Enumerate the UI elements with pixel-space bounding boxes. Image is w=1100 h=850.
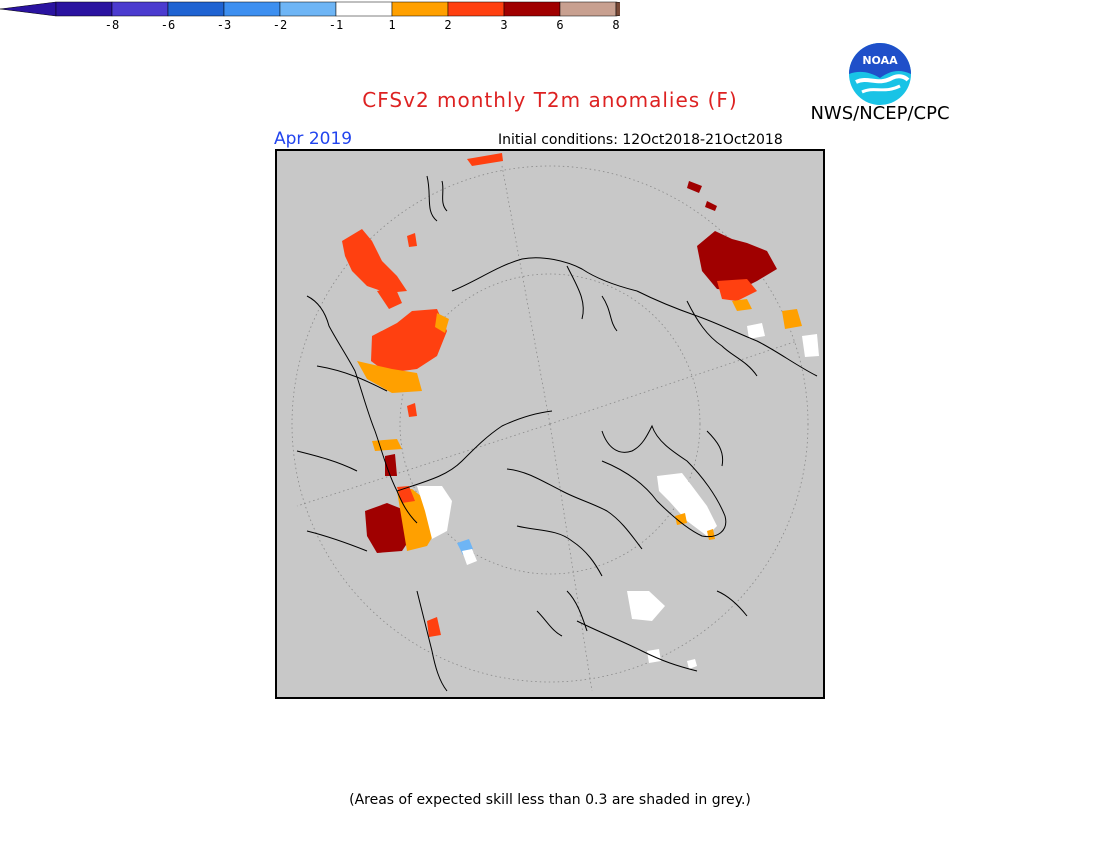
anomaly-patch — [397, 489, 442, 551]
anomaly-patch — [427, 617, 441, 637]
anomaly-patch — [705, 201, 717, 211]
anomaly-patch — [802, 334, 819, 357]
anomaly-patch — [687, 659, 697, 669]
colorbar-swatch — [503, 1, 561, 17]
valid-month: Apr 2019 — [274, 129, 353, 149]
anomaly-shading — [342, 153, 819, 669]
anomaly-patch — [342, 229, 407, 293]
anomaly-patch — [747, 323, 765, 339]
anomaly-patch — [732, 299, 752, 311]
colorbar-swatch — [279, 1, 337, 17]
anomaly-patch — [407, 233, 417, 247]
colorbar-swatch — [335, 1, 393, 17]
polar-map — [275, 149, 825, 699]
anomaly-patch — [657, 473, 717, 536]
anomaly-patch — [467, 153, 503, 166]
noaa-logo: NOAA — [849, 43, 911, 105]
colorbar-tick-label: 1 — [388, 18, 395, 32]
anomaly-patch — [707, 529, 715, 540]
colorbar-swatch — [559, 1, 617, 17]
noaa-logo-text: NOAA — [862, 54, 898, 67]
anomaly-patch — [357, 361, 422, 393]
colorbar-swatch — [391, 1, 449, 17]
colorbar-tick-label: 3 — [500, 18, 507, 32]
colorbar-swatch — [223, 1, 281, 17]
anomaly-patch — [435, 313, 449, 333]
colorbar-tick-label: 6 — [556, 18, 563, 32]
anomaly-patch — [365, 503, 412, 553]
anomaly-patch — [697, 231, 777, 291]
graticule — [291, 165, 809, 692]
anomaly-patch — [407, 403, 417, 417]
initial-conditions: Initial conditions: 12Oct2018-21Oct2018 — [498, 132, 783, 148]
anomaly-patch — [371, 309, 447, 373]
anomaly-patch — [397, 486, 415, 503]
colorbar-tick-label: -8 — [105, 18, 119, 32]
anomaly-patch — [782, 309, 802, 329]
anomaly-patch — [417, 486, 452, 539]
colorbar-tick-label: -1 — [329, 18, 343, 32]
colorbar-max-arrow — [615, 1, 677, 17]
anomaly-patch — [717, 279, 757, 301]
anomaly-patch — [675, 513, 687, 525]
colorbar-legend: -8 -6 -3 -2 -1 1 2 3 6 8 — [0, 1, 677, 32]
anomaly-patch — [462, 549, 477, 565]
colorbar-tick-label: -6 — [161, 18, 175, 32]
colorbar-min-arrow — [0, 1, 57, 17]
anomaly-patch — [377, 287, 402, 309]
colorbar-tick-label: 2 — [444, 18, 451, 32]
colorbar-swatch — [167, 1, 225, 17]
anomaly-patch — [647, 649, 661, 663]
colorbar-tick-label: -3 — [217, 18, 231, 32]
map-title: CFSv2 monthly T2m anomalies (F) — [362, 88, 738, 112]
coastlines — [296, 175, 818, 692]
colorbar-tick-label: 8 — [612, 18, 619, 32]
anomaly-patch — [687, 181, 702, 193]
colorbar-swatch — [447, 1, 505, 17]
map-canvas — [291, 153, 819, 692]
colorbar-swatch — [55, 1, 113, 17]
colorbar-tick-label: -2 — [273, 18, 287, 32]
skill-footnote: (Areas of expected skill less than 0.3 a… — [349, 792, 751, 808]
colorbar-swatch — [111, 1, 169, 17]
anomaly-patch — [372, 439, 402, 451]
anomaly-patch — [627, 591, 665, 621]
agency-label: NWS/NCEP/CPC — [810, 103, 950, 124]
